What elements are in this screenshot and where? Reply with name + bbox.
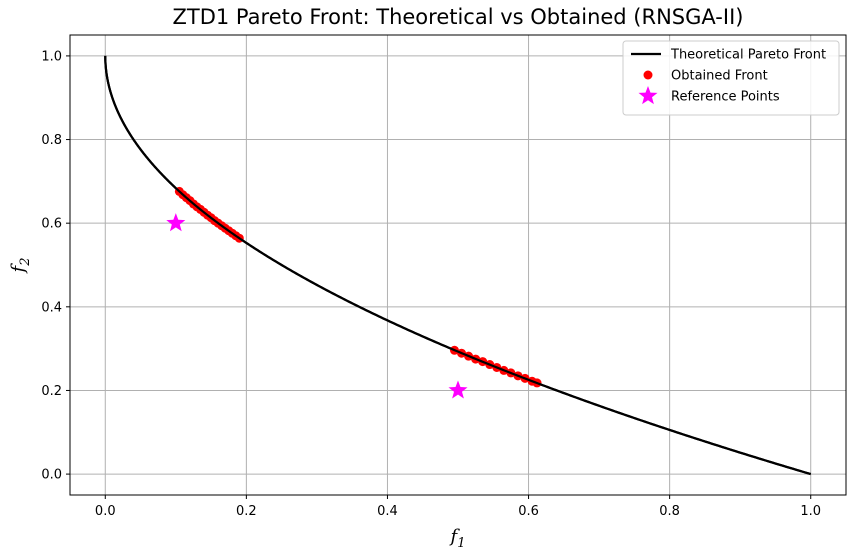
- y-tick-label: 0.8: [41, 133, 62, 148]
- x-tick-label: 1.0: [800, 504, 821, 519]
- theoretical-front-line-overlay: [104, 55, 812, 476]
- x-axis-label: f1: [449, 526, 466, 551]
- legend-box: [622, 40, 840, 116]
- y-tick-label: 0.4: [41, 300, 62, 315]
- y-axis-label-subscript: 2: [18, 258, 33, 267]
- x-axis-label-subscript: 1: [457, 536, 465, 551]
- series-layer: [104, 55, 812, 476]
- y-tick-label: 0.0: [41, 468, 62, 483]
- x-tick-label: 0.0: [95, 504, 116, 519]
- x-tick-label: 0.6: [518, 504, 539, 519]
- plot-area: [69, 34, 847, 496]
- y-tick-label: 1.0: [41, 49, 62, 64]
- y-tick-label: 0.6: [41, 217, 62, 232]
- x-tick-label: 0.4: [377, 504, 398, 519]
- reference-point-star: [166, 213, 186, 232]
- legend-label: Obtained Front: [671, 69, 768, 84]
- x-tick-label: 0.2: [236, 504, 257, 519]
- legend: Theoretical Pareto Front Obtained Front Re…: [622, 40, 840, 116]
- axis-ticks: 0.0 0.2 0.4 0.6 0.8 1.0 0.0 0.2 0.4 0.6 0.8 1.0: [41, 49, 821, 519]
- chart-title: ZTD1 Pareto Front: Theoretical vs Obtain…: [173, 5, 744, 29]
- legend-dot-swatch: [643, 70, 653, 80]
- legend-star-swatch: [638, 86, 658, 105]
- legend-label: Theoretical Pareto Front: [670, 48, 826, 63]
- y-tick-label: 0.2: [41, 384, 62, 399]
- y-axis-label: f2: [8, 258, 33, 275]
- reference-point-star: [448, 380, 468, 399]
- legend-label: Reference Points: [671, 90, 780, 105]
- theoretical-front-line: [104, 55, 812, 476]
- x-tick-label: 0.8: [659, 504, 680, 519]
